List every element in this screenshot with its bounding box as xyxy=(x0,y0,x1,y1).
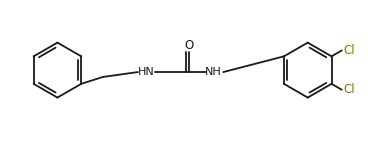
Text: Cl: Cl xyxy=(344,44,355,57)
Text: HN: HN xyxy=(137,67,154,77)
Text: O: O xyxy=(184,39,194,52)
Text: NH: NH xyxy=(205,67,222,77)
Text: Cl: Cl xyxy=(344,83,355,96)
